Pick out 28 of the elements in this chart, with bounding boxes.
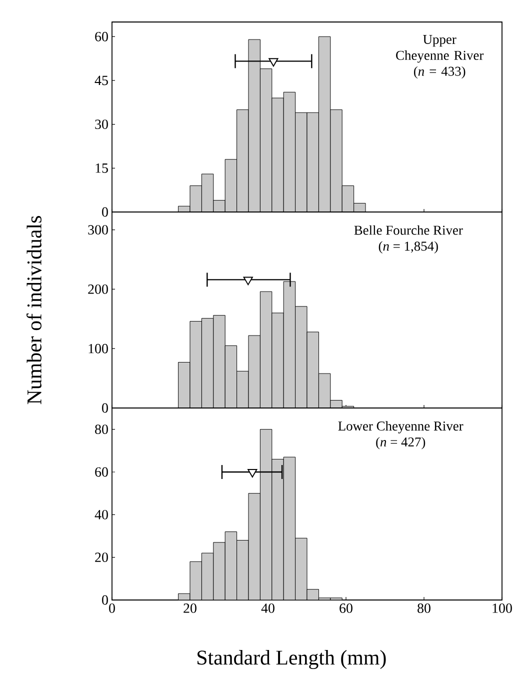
y-tick-label: 60 <box>95 32 108 42</box>
y-tick-label: 300 <box>88 225 108 235</box>
annotation: (n = 433) <box>414 66 466 79</box>
x-tick-label: 0 <box>109 604 115 613</box>
x-tick-label: 20 <box>184 604 196 613</box>
y-tick-label: 45 <box>94 76 108 86</box>
y-tick-label: 30 <box>95 120 108 130</box>
annotation: Belle Fourche River <box>354 225 463 235</box>
x-tick-label: 100 <box>492 604 512 613</box>
annotation: (n = 1,854) <box>378 241 438 254</box>
y-tick-label: 0 <box>102 595 108 605</box>
y-tick-label: 20 <box>95 552 108 562</box>
y-tick-label: 0 <box>102 403 108 413</box>
annotation: (n = 427) <box>376 437 426 450</box>
x-axis-title: Standard Length (mm) <box>198 650 386 670</box>
annotation: Lower Cheyenne River <box>338 421 464 434</box>
y-tick-label: 15 <box>96 163 108 173</box>
y-tick-label: 80 <box>95 424 108 434</box>
x-tick-label: 40 <box>261 604 274 613</box>
y-tick-label: 100 <box>88 344 108 354</box>
x-tick-label: 60 <box>340 604 352 613</box>
y-tick-label: 60 <box>95 467 108 477</box>
annotation: Upper Cheyenne River <box>396 35 484 63</box>
y-tick-label: 200 <box>88 284 108 294</box>
x-tick-label: 80 <box>418 604 430 613</box>
y-tick-label: 40 <box>94 510 108 520</box>
y-axis-title: Number of individuals <box>26 216 42 404</box>
y-tick-label: 0 <box>102 207 108 217</box>
